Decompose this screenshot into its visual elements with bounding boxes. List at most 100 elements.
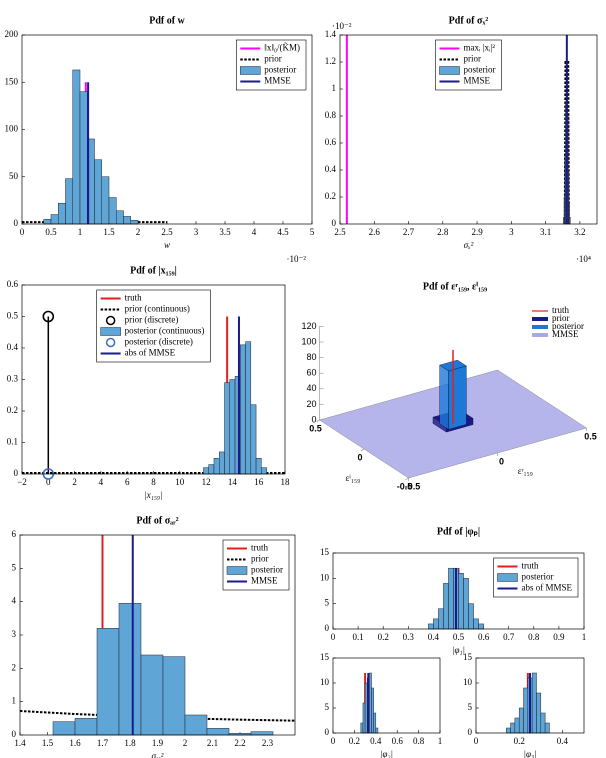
x-tick-label: 0.4 [370,736,382,746]
histogram-bar [364,682,368,734]
x-tick-label: 0.3 [403,632,415,642]
histogram-bar [540,712,546,734]
histogram-bar [428,623,434,630]
x-tick-label: 2.9 [471,227,483,237]
histogram-bar [43,219,52,225]
histogram-bar [478,623,484,630]
axes-frame [339,34,598,225]
x-tick-label: 0.7 [503,632,515,642]
histogram-bar [224,382,231,475]
histogram-bar [458,573,464,630]
y-tick-label: 0.3 [7,374,19,384]
y-tick-label: 10 [463,677,473,687]
x-tick-label: 0 [499,456,504,466]
legend-label: abs of MMSE [521,583,572,593]
x-tick-label: 0 [331,632,336,642]
x-axis-label: |x₁₅₉| [144,490,162,500]
x-tick-label: 3.1 [540,227,551,237]
x-axis-label: σₐᵣ² [152,751,164,758]
x-tick-label: 0.5 [45,227,57,237]
x-tick-label: 3 [509,227,514,237]
x-tick-label: 16 [254,477,264,487]
y-tick-label: 0 [325,623,330,633]
x-tick-label: 3.5 [219,227,231,237]
y-tick-label: 1 [12,696,17,706]
chart-title: Pdf of εʳ₁₅₉, εⁱ₁₅₉ [423,280,487,292]
x-axis-label: |φ₁| [452,645,465,655]
histogram-bar [468,603,474,630]
bar-face [448,365,467,430]
x-tick-label: 3.2 [574,227,585,237]
y-tick-label: 15 [320,547,330,557]
z-tick-label: 60 [306,368,316,378]
x-tick-label: 2.3 [262,738,274,748]
histogram-bar [96,628,120,736]
x-tick-label: 0.4 [428,632,440,642]
histogram-bar [208,464,215,475]
y-tick-label: 10 [320,677,330,687]
x-tick-label: 0.8 [528,632,540,642]
x-tick-label: 0.5 [453,632,465,642]
y-tick-label: 5 [325,598,330,608]
chart-title: Pdf of w [149,15,185,26]
histogram-bar [50,214,59,225]
legend-label: posterior [464,65,496,75]
axes-frame [475,657,585,734]
histogram-bar [463,578,469,630]
x-tick-label: 1.6 [69,738,81,748]
y-tick-label: 5 [325,702,330,712]
axes-frame [332,552,585,630]
axes-frame [21,34,313,225]
y-tick-label: 0.2 [325,191,336,201]
x-tick-label: −2 [17,477,27,487]
histogram-bar [52,721,76,736]
legend-label: MMSE [464,76,491,86]
x-tick-label: 2.2 [234,738,245,748]
histogram-bar [229,379,236,475]
histogram-bar [116,210,124,225]
histogram-bar [250,404,257,475]
histogram-bar [79,91,88,225]
histogram-bar [473,618,479,630]
x-tick-label: 0 [20,227,25,237]
x-tick-label: 4.5 [277,227,289,237]
histogram-bar [518,707,524,734]
legend-label: prior (continuous) [125,304,190,314]
histogram-bar [523,687,529,734]
legend-swatch [105,337,116,348]
y-tick-label: 1.2 [325,56,336,66]
histogram-bar [514,717,520,734]
x-tick-label: 1.9 [152,738,164,748]
y-tick-label: 0.6 [7,279,19,289]
y-tick-label: 5 [12,562,17,572]
histogram-bar [206,728,230,736]
y-tick-label: 0.5 [309,423,322,433]
y-tick-label: 0 [12,729,17,739]
histogram-bar [369,672,372,734]
y-tick-label: 0 [357,452,362,462]
x-exponent: ·10⁻² [287,254,307,264]
y-tick-label: 0.5 [7,311,19,321]
y-tick-label: 4 [12,596,17,606]
y-tick-label: 0 [325,727,330,737]
line [563,61,570,225]
legend-label: posterior (continuous) [125,326,205,336]
x-tick-label: 1.8 [124,738,136,748]
z-tick-label: 40 [306,383,316,393]
histogram-bar [375,727,379,734]
histogram-bar [101,176,110,225]
x-tick-label: 0.2 [349,736,360,746]
x-axis-label: εʳ₁₅₉ [518,466,533,476]
histogram-bar [74,718,98,736]
legend-label: MMSE [251,576,278,586]
x-exponent: ·10⁴ [576,254,591,264]
legend-label: prior (discrete) [125,315,179,325]
y-tick [360,448,365,452]
legend-swatch [439,66,460,75]
x-tick-label: 0.6 [478,632,490,642]
legend-label: maxᵢ |xᵢ|² [464,43,496,53]
x-tick-label: 6 [125,477,130,487]
